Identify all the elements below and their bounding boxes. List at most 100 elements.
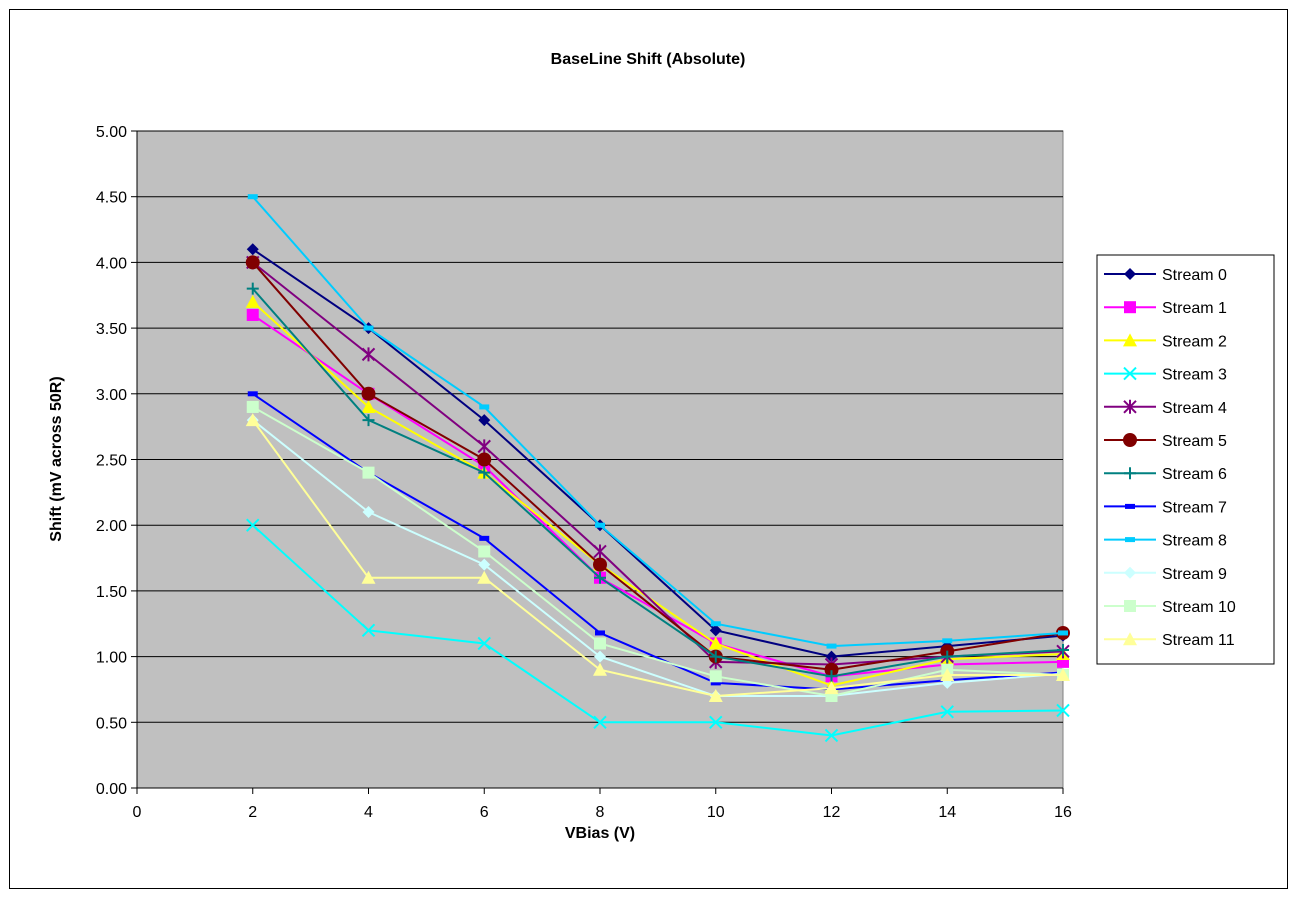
data-point-s8-1 <box>363 325 374 331</box>
data-point-s3-0 <box>246 518 260 532</box>
legend-item-0: Stream 0 <box>1104 267 1227 284</box>
data-point-s5-1 <box>361 386 376 401</box>
x-tick-label-4: 8 <box>596 804 605 821</box>
legend-label-8: Stream 8 <box>1162 533 1227 550</box>
y-tick-label-5: 2.50 <box>96 453 127 470</box>
legend-label-10: Stream 10 <box>1162 599 1236 616</box>
series-3 <box>246 518 1070 743</box>
data-point-s3-3 <box>593 715 607 730</box>
data-point-s11-6 <box>940 667 955 681</box>
series-line-4 <box>252 261 1064 666</box>
x-tick-label-5: 10 <box>707 804 725 821</box>
data-point-s9-2 <box>478 558 491 571</box>
legend-marker-5 <box>1123 433 1137 447</box>
data-point-s11-1 <box>361 570 376 584</box>
x-tick-label-6: 12 <box>823 804 841 821</box>
data-point-s4-1 <box>361 347 376 362</box>
legend-item-4: Stream 4 <box>1104 400 1227 417</box>
data-point-s10-1 <box>362 466 375 479</box>
data-point-s9-1 <box>362 506 375 519</box>
series-group <box>245 194 1070 743</box>
legend-label-11: Stream 11 <box>1162 632 1235 649</box>
data-point-s0-2 <box>478 414 491 427</box>
data-point-s8-4 <box>710 621 721 627</box>
data-point-s0-0 <box>246 243 259 256</box>
y-tick-labels: 0.00 0.50 1.00 1.50 2.00 2.50 3.00 3.50 4.00 4.50… <box>96 124 127 798</box>
data-point-s4-2 <box>477 439 491 454</box>
data-point-s0-4 <box>709 624 722 637</box>
data-point-s8-6 <box>942 638 953 644</box>
y-tick-label-7: 3.50 <box>96 321 127 338</box>
data-point-s11-3 <box>593 662 607 676</box>
axes <box>131 130 1064 794</box>
y-tick-label-2: 1.00 <box>96 650 127 667</box>
data-point-s11-2 <box>477 570 492 584</box>
data-point-s3-5 <box>824 728 839 743</box>
data-point-s6-5 <box>825 670 838 683</box>
data-point-s5-3 <box>593 557 607 572</box>
y-tick-label-1: 0.50 <box>96 715 127 732</box>
series-line-10 <box>252 406 1064 698</box>
legend-marker-9 <box>1124 566 1136 579</box>
y-tick-label-4: 2.00 <box>96 518 127 535</box>
legend-marker-2 <box>1123 333 1137 347</box>
data-point-s11-5 <box>824 681 839 695</box>
legend-marker-3 <box>1123 366 1137 381</box>
data-point-s8-0 <box>247 194 258 200</box>
legend-label-4: Stream 4 <box>1162 400 1227 417</box>
data-point-s8-2 <box>479 404 490 410</box>
legend-label-9: Stream 9 <box>1162 566 1227 583</box>
data-point-s2-0 <box>245 294 260 308</box>
series-line-2 <box>252 301 1064 687</box>
data-point-s6-0 <box>246 282 259 295</box>
series-8 <box>247 194 1068 649</box>
legend-marker-1 <box>1124 301 1136 314</box>
series-line-7 <box>252 392 1064 691</box>
legend-item-10: Stream 10 <box>1104 599 1236 616</box>
x-tick-label-3: 6 <box>480 804 489 821</box>
data-point-s3-6 <box>940 705 954 719</box>
data-point-s7-3 <box>595 630 605 636</box>
data-point-s2-4 <box>708 636 723 650</box>
legend-item-5: Stream 5 <box>1104 433 1227 450</box>
legend-item-6: Stream 6 <box>1104 466 1227 483</box>
legend-marker-6 <box>1124 467 1136 480</box>
legend-item-1: Stream 1 <box>1104 300 1227 317</box>
legend-item-8: Stream 8 <box>1104 533 1227 550</box>
series-line-9 <box>252 419 1064 698</box>
chart-title: BaseLine Shift (Absolute) <box>551 51 746 68</box>
data-point-s6-6 <box>941 650 954 663</box>
x-axis-title: VBias (V) <box>565 825 635 842</box>
data-point-s11-4 <box>708 689 723 703</box>
data-point-s5-5 <box>824 662 839 677</box>
data-point-s5-2 <box>477 452 492 467</box>
data-point-s2-1 <box>361 399 376 413</box>
series-line-11 <box>251 419 1063 698</box>
data-point-s8-3 <box>595 522 605 528</box>
data-point-s9-3 <box>594 650 606 663</box>
series-line-6 <box>251 288 1064 678</box>
data-point-s6-7 <box>1057 644 1069 657</box>
data-point-s4-3 <box>593 544 607 559</box>
x-tick-label-2: 4 <box>364 804 373 821</box>
legend-marker-7 <box>1125 503 1135 509</box>
y-tick-label-0: 0.00 <box>96 781 127 798</box>
data-point-s3-2 <box>477 636 491 651</box>
data-point-s5-0 <box>245 255 260 270</box>
legend-label-7: Stream 7 <box>1162 499 1227 516</box>
data-point-s7-4 <box>710 680 721 686</box>
data-point-s7-0 <box>247 391 258 397</box>
data-point-s8-7 <box>1058 630 1068 636</box>
legend-label-3: Stream 3 <box>1162 367 1227 384</box>
legend-item-3: Stream 3 <box>1104 367 1227 384</box>
legend-marker-0 <box>1124 268 1136 280</box>
legend-label-6: Stream 6 <box>1162 466 1227 483</box>
data-point-s10-3 <box>594 637 606 650</box>
series-6 <box>246 282 1069 683</box>
x-tick-labels: 0 2 4 6 8 10 12 14 16 <box>133 804 1072 821</box>
data-point-s6-1 <box>362 414 375 427</box>
legend-label-0: Stream 0 <box>1162 267 1227 284</box>
data-point-s10-4 <box>709 670 722 683</box>
legend-marker-8 <box>1125 537 1135 543</box>
